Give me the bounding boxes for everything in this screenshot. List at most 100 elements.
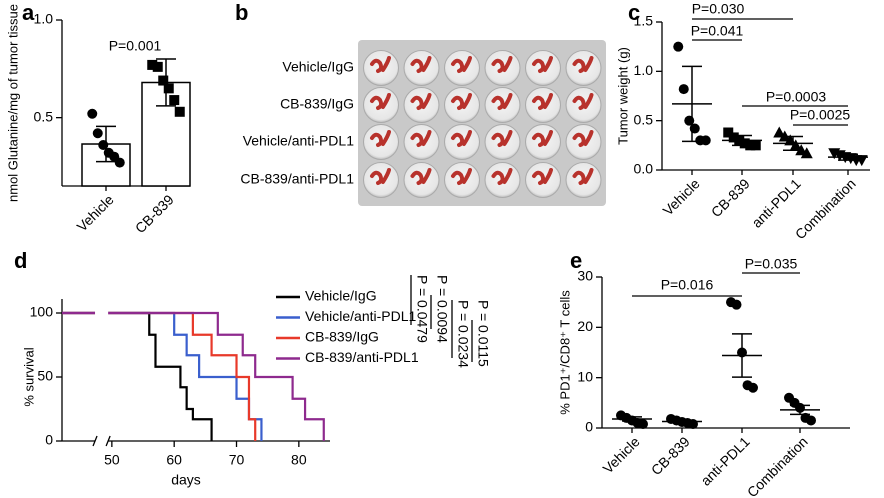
x-tick-label: 80 — [291, 452, 307, 468]
x-tick-label: CB-839 — [708, 175, 753, 220]
tumor — [532, 93, 553, 110]
x-tick-label: Vehicle — [599, 433, 642, 476]
tumor — [370, 93, 391, 110]
tumor — [370, 56, 391, 73]
tumor — [410, 93, 432, 110]
survival-line — [62, 311, 257, 441]
panel-letter: d — [14, 248, 27, 273]
point — [748, 382, 758, 393]
row-label: CB-839/IgG — [280, 96, 354, 112]
legend-label: CB-839/anti-PDL1 — [305, 349, 419, 365]
annotation: P = 0.0115 — [475, 300, 491, 367]
survival-line — [62, 311, 213, 441]
annotation: P=0.016 — [661, 277, 714, 293]
point — [92, 128, 103, 139]
tumor — [491, 93, 513, 110]
tumor — [370, 130, 391, 147]
tumor — [370, 168, 391, 185]
point — [678, 84, 689, 95]
legend-label: Vehicle/IgG — [305, 288, 377, 304]
point — [784, 134, 797, 146]
y-tick-label: 0.5 — [34, 108, 54, 124]
x-tick-label: Combination — [744, 433, 811, 498]
point — [169, 95, 180, 106]
point — [689, 123, 700, 134]
annotation: P=0.041 — [691, 23, 744, 39]
point — [98, 139, 109, 150]
point — [87, 108, 98, 119]
annotation: P = 0.0234 — [455, 300, 471, 368]
x-tick-label: anti-PDL1 — [697, 433, 752, 488]
annotation: P=0.001 — [109, 38, 162, 54]
point — [855, 155, 868, 167]
tumor — [491, 130, 513, 147]
tumor — [451, 168, 472, 185]
survival-line — [62, 311, 263, 441]
annotation: P=0.0025 — [790, 107, 851, 123]
y-tick-label: 1.5 — [634, 13, 654, 29]
tumor — [451, 130, 472, 147]
x-tick-label: Vehicle — [659, 175, 702, 218]
point — [147, 59, 158, 70]
legend-label: CB-839/IgG — [305, 329, 379, 345]
point — [745, 140, 756, 151]
tumor — [491, 56, 513, 73]
y-axis-label: Tumor weight (g) — [615, 47, 630, 145]
x-tick-label: CB-839 — [132, 191, 177, 236]
y-tick-label: 0.0 — [634, 161, 654, 177]
tumor — [532, 130, 553, 147]
tumor — [572, 93, 594, 110]
x-tick-label: CB-839 — [648, 433, 693, 478]
point — [737, 347, 747, 358]
x-tick-label: anti-PDL1 — [748, 175, 803, 230]
y-axis-label: % PD1⁺/CD8⁺ T cells — [557, 290, 572, 415]
x-tick-label: 50 — [104, 452, 120, 468]
tumor — [410, 130, 432, 147]
y-tick-label: 1.0 — [34, 11, 54, 27]
axis-break-marks — [92, 435, 111, 447]
point — [750, 140, 761, 151]
point — [778, 130, 791, 142]
tumor — [532, 168, 553, 185]
survival-line — [62, 311, 325, 441]
tumor — [572, 130, 594, 147]
row-label: CB-839/anti-PDL1 — [240, 171, 354, 187]
panel-letter: c — [628, 0, 640, 25]
point — [163, 83, 174, 94]
annotation: P=0.030 — [692, 1, 745, 17]
tumor — [410, 168, 432, 185]
row-label: Vehicle/anti-PDL1 — [243, 133, 355, 149]
point — [734, 135, 745, 146]
y-tick-label: 0 — [45, 432, 53, 448]
tumor — [572, 168, 594, 185]
y-tick-label: 1.0 — [634, 62, 654, 78]
row-label: Vehicle/IgG — [282, 59, 354, 75]
y-tick-label: 50 — [37, 368, 53, 384]
bar — [141, 81, 191, 187]
point — [673, 41, 684, 52]
x-tick-label: Vehicle — [73, 191, 116, 234]
point — [789, 139, 802, 151]
legend-label: Vehicle/anti-PDL1 — [305, 308, 417, 324]
x-tick-label: 70 — [229, 452, 245, 468]
annotation: P = 0.0094 — [434, 275, 450, 343]
tumor — [451, 56, 472, 73]
x-tick-label: 60 — [166, 452, 182, 468]
photo-wells — [363, 50, 602, 198]
panel-letter: a — [22, 0, 35, 25]
tumor — [491, 168, 513, 185]
point — [114, 157, 125, 168]
y-axis-label: % survival — [21, 347, 36, 406]
point — [773, 126, 786, 138]
point — [158, 75, 169, 86]
point — [152, 61, 163, 72]
point — [795, 402, 805, 413]
panel-letter: e — [570, 248, 582, 273]
annotation: P=0.0003 — [766, 89, 827, 105]
point — [806, 415, 816, 426]
y-tick-label: 0 — [585, 419, 593, 435]
y-tick-label: 10 — [577, 368, 593, 384]
axis-break — [95, 297, 109, 449]
